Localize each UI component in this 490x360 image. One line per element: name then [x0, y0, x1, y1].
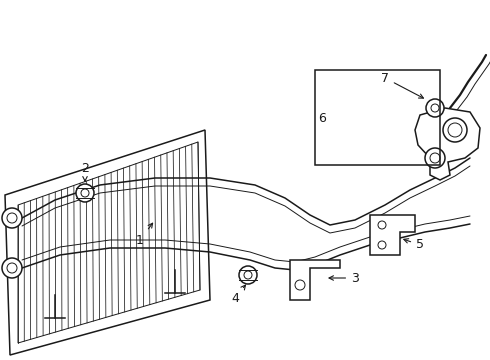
Bar [315, 70, 440, 165]
Circle shape [448, 123, 462, 137]
Circle shape [295, 280, 305, 290]
Circle shape [7, 213, 17, 223]
Text: 5: 5 [404, 239, 424, 252]
Circle shape [244, 271, 252, 279]
Circle shape [76, 184, 94, 202]
Polygon shape [5, 130, 210, 355]
Circle shape [378, 221, 386, 229]
Circle shape [7, 263, 17, 273]
Text: 3: 3 [329, 271, 359, 284]
Circle shape [430, 153, 440, 163]
Text: 6: 6 [318, 112, 326, 125]
Circle shape [2, 208, 22, 228]
Circle shape [431, 104, 439, 112]
Circle shape [239, 266, 257, 284]
Polygon shape [370, 215, 415, 255]
Polygon shape [290, 260, 340, 300]
Text: 1: 1 [136, 223, 152, 247]
Polygon shape [18, 142, 200, 343]
Circle shape [2, 258, 22, 278]
Circle shape [81, 189, 89, 197]
Circle shape [426, 99, 444, 117]
Text: 4: 4 [231, 285, 245, 305]
Circle shape [378, 241, 386, 249]
Circle shape [443, 118, 467, 142]
Text: 7: 7 [381, 72, 423, 98]
Circle shape [425, 148, 445, 168]
Polygon shape [415, 108, 480, 180]
Text: 2: 2 [81, 162, 89, 181]
